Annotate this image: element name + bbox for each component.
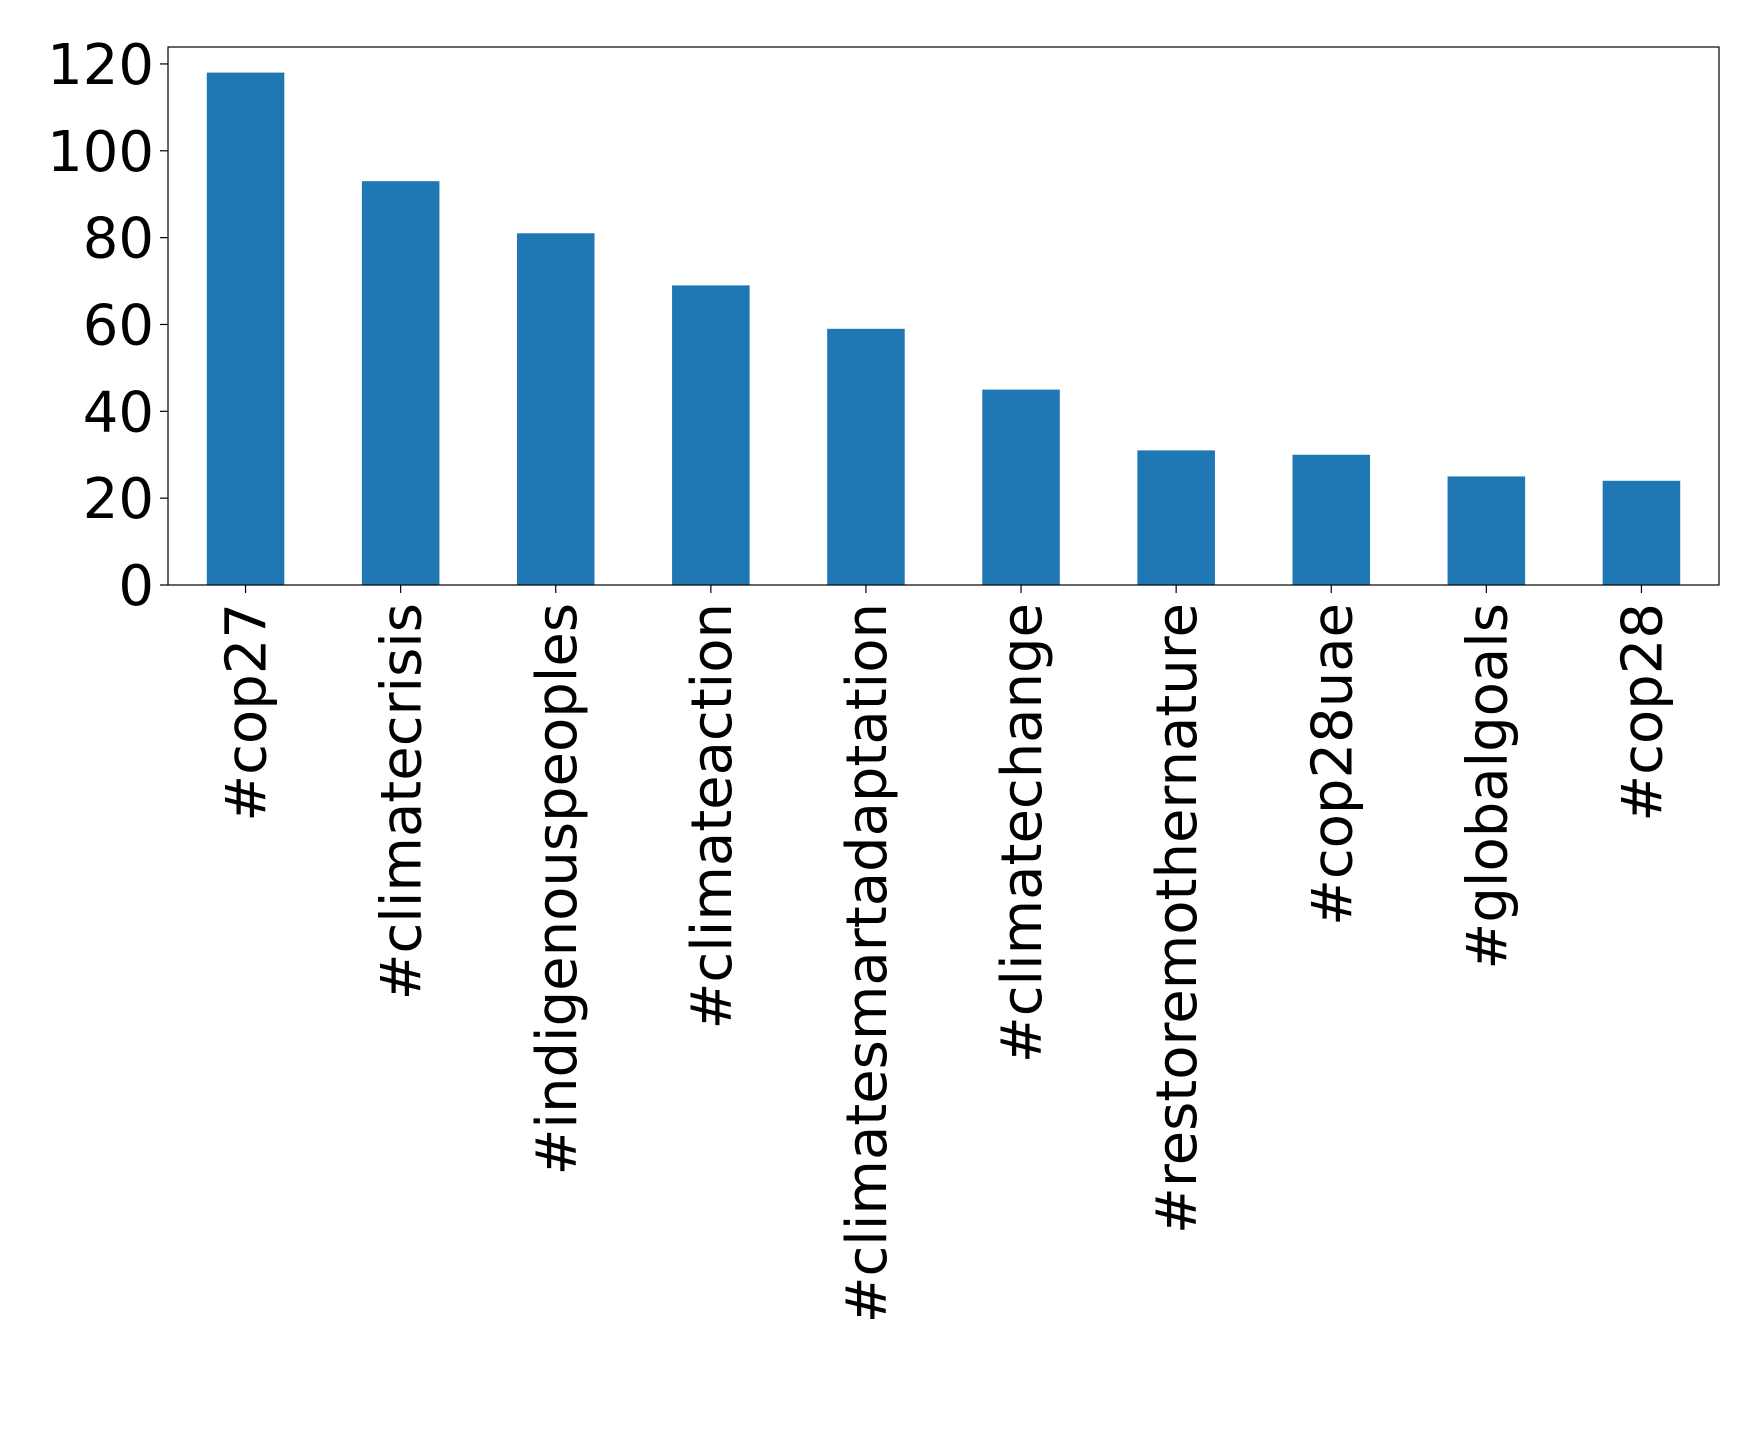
plot-frame xyxy=(167,46,1720,586)
y-tick-label: 40 xyxy=(83,380,154,445)
bar xyxy=(1292,454,1371,585)
bar xyxy=(516,233,595,585)
x-tick-label: #cop27 xyxy=(215,603,280,822)
x-tick-label: #indigenouspeoples xyxy=(525,603,590,1176)
x-tick-label: #climatecrisis xyxy=(370,603,435,1000)
y-tick-label: 100 xyxy=(47,120,154,185)
y-tick-label: 0 xyxy=(118,554,154,619)
x-tick-label: #cop28 xyxy=(1610,603,1675,822)
x-tick-label: #climateaction xyxy=(680,603,745,1029)
bar xyxy=(982,389,1060,585)
x-tick-label: #climatechange xyxy=(990,603,1055,1063)
bar xyxy=(361,181,440,586)
x-tick-label: #cop28uae xyxy=(1300,603,1365,926)
y-tick-label: 120 xyxy=(47,33,154,98)
bar xyxy=(206,72,285,586)
bar xyxy=(827,328,905,585)
x-tick-label: #globalgoals xyxy=(1455,603,1520,970)
y-tick-label: 20 xyxy=(83,467,154,532)
bar xyxy=(1447,476,1526,585)
bar xyxy=(1137,450,1215,585)
y-tick-label: 60 xyxy=(83,293,154,358)
y-tick-label: 80 xyxy=(83,207,154,272)
x-tick-label: #restoremothernature xyxy=(1145,603,1210,1234)
bar xyxy=(672,285,750,585)
x-tick-label: #climatesmartadaptation xyxy=(835,603,900,1323)
bar xyxy=(1602,480,1681,585)
